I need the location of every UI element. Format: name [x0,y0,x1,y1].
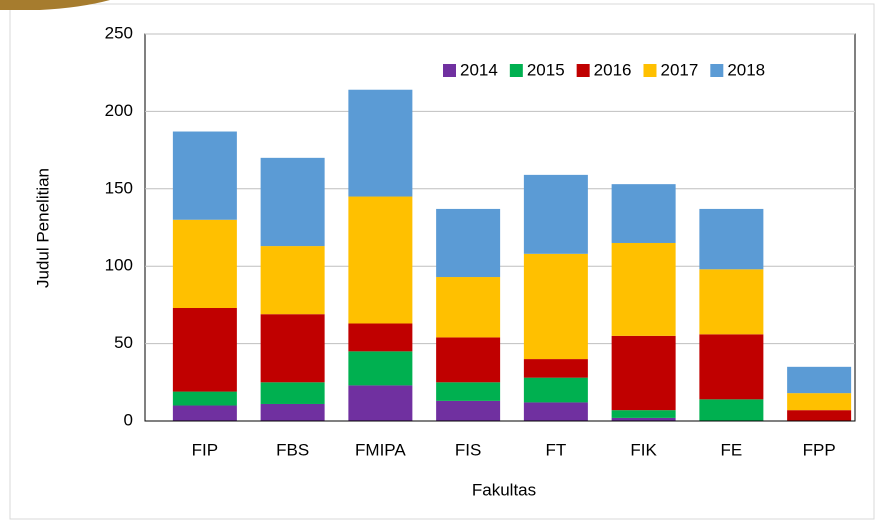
legend-label: 2018 [727,60,765,79]
x-tick-label: FIK [630,440,657,459]
x-tick-label: FMIPA [355,440,406,459]
legend-swatch [710,64,724,77]
legend-swatch [643,64,657,77]
x-axis-label: Fakultas [472,480,536,499]
bar-segment [172,405,237,421]
legend-label: 2017 [660,60,698,79]
x-tick-label: FIS [455,440,481,459]
x-tick-label: FIP [192,440,218,459]
bar-segment [348,351,413,386]
bar-segment [348,196,413,324]
legend-swatch [443,64,456,77]
bar-segment [172,131,237,220]
bar-segment [436,337,501,383]
bar-segment [699,334,764,400]
bar-segment [436,382,501,401]
bar-segment [523,402,588,421]
bar-segment [260,157,325,247]
bar-segment [699,269,764,335]
y-tick-label: 100 [105,256,133,275]
bar-segment [611,242,676,336]
y-tick-label: 150 [105,178,133,197]
bar-segment [348,323,413,352]
bar-segment [611,410,676,418]
bar-segment [611,417,676,421]
bar-segment [523,377,588,403]
y-tick-label: 200 [105,101,133,120]
x-tick-label: FPP [803,440,836,459]
bar-segment [436,277,501,338]
bar-segment [172,391,237,406]
bar-segment [436,208,501,278]
bar-segment [260,382,325,404]
bar-segment [699,399,764,421]
y-axis-label: Judul Penelitian [33,168,52,288]
legend-label: 2015 [527,60,565,79]
bar-segment [436,400,501,421]
y-tick-label: 50 [114,333,133,352]
bar-segment [523,174,588,254]
bar-segment [523,253,588,360]
bar-segment [699,208,764,270]
y-tick-label: 0 [124,410,133,429]
legend-swatch [576,64,590,77]
bar-segment [260,403,325,421]
bar-segment [260,314,325,383]
legend-label: 2016 [594,60,632,79]
legend-label: 2014 [460,60,498,79]
bar-segment [611,184,676,243]
bar-segment [611,335,676,411]
bar-segment [172,307,237,392]
bar-segment [787,393,852,411]
decor [0,0,110,10]
bar-segment [787,410,852,421]
bar-segment [523,359,588,378]
bar-segment [172,219,237,308]
bar-segment [348,89,413,197]
x-tick-label: FBS [276,440,309,459]
y-tick-label: 250 [105,23,133,42]
bar-segment [348,385,413,421]
bar-segment [787,366,852,394]
legend-swatch [509,64,523,77]
x-tick-label: FE [721,440,743,459]
x-tick-label: FT [545,440,566,459]
bar-segment [260,246,325,315]
